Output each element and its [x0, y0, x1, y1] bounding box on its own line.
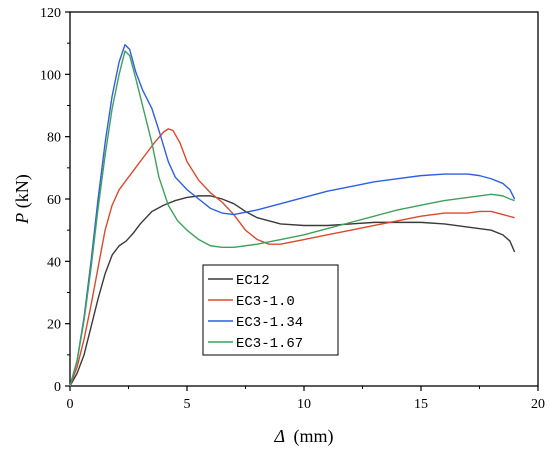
x-axis-symbol: Δ — [273, 426, 285, 446]
y-tick-label: 120 — [40, 6, 61, 21]
series-line-ec3-1-34 — [69, 44, 516, 387]
y-axis-title: P (kN) — [12, 174, 33, 225]
y-tick-label: 60 — [47, 193, 61, 208]
y-axis-unit: (kN) — [12, 174, 33, 208]
legend-box — [202, 264, 339, 356]
x-axis-title: Δ (mm) — [273, 426, 333, 447]
y-tick-label: 0 — [54, 380, 61, 395]
x-tick-label: 5 — [184, 397, 191, 412]
legend-label: EC3-1.34 — [236, 315, 303, 331]
x-axis-unit: (mm) — [294, 426, 334, 447]
legend: EC12 EC3-1.0 EC3-1.34 EC3-1.67 — [202, 264, 339, 356]
legend-label: EC3-1.67 — [236, 336, 303, 352]
series-line-ec3-1-0 — [69, 128, 515, 387]
y-tick-label: 40 — [47, 255, 61, 270]
x-tick-label: 0 — [67, 397, 74, 412]
legend-label: EC3-1.0 — [236, 294, 295, 310]
x-tick-label: 20 — [531, 397, 545, 412]
series-line-ec3-1-67 — [69, 50, 515, 387]
series-lines — [69, 44, 516, 387]
axes: 0 5 10 15 20 0 20 40 60 80 100 120 — [40, 6, 545, 412]
y-tick-label: 20 — [47, 318, 61, 333]
legend-label: EC12 — [236, 273, 270, 289]
y-axis-symbol: P — [12, 213, 32, 225]
y-tick-label: 80 — [47, 131, 61, 146]
y-tick-label: 100 — [40, 68, 61, 83]
x-tick-label: 10 — [297, 397, 311, 412]
x-tick-label: 15 — [414, 397, 428, 412]
